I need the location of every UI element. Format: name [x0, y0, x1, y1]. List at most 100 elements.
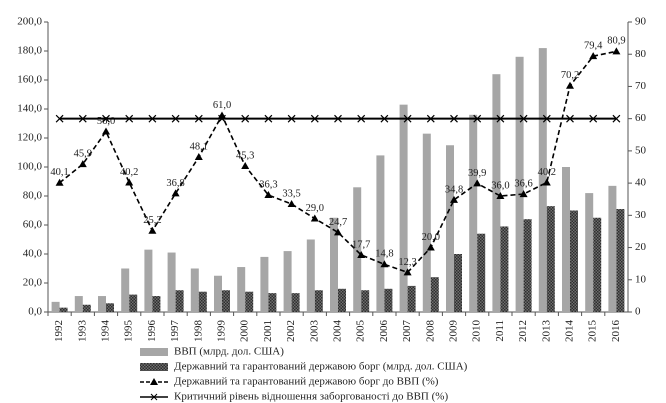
data-label: 40,2 [538, 167, 556, 178]
y2-tick-label: 70 [635, 80, 647, 92]
y-tick-label: 60,0 [23, 219, 43, 231]
data-label: 33,5 [282, 188, 300, 199]
data-label: 56,0 [97, 116, 115, 127]
bar [608, 185, 617, 312]
data-label: 14,8 [375, 249, 393, 260]
y2-tick-label: 90 [635, 16, 647, 28]
data-label: 20,0 [422, 232, 440, 243]
x-tick-label: 1994 [100, 320, 112, 343]
y2-tick-label: 30 [635, 209, 647, 221]
marker [612, 47, 621, 55]
y2-tick-label: 0 [635, 306, 641, 318]
bar [562, 167, 570, 312]
x-tick-label: 2012 [517, 320, 529, 342]
bar [222, 290, 230, 312]
marker [380, 114, 389, 123]
y-tick-label: 140,0 [17, 103, 42, 115]
bar [477, 233, 486, 312]
y-tick-label: 100,0 [17, 161, 42, 173]
marker [473, 114, 482, 123]
y-tick-label: 40,0 [23, 248, 43, 260]
bar [291, 293, 300, 312]
y2-tick-label: 40 [635, 177, 647, 189]
data-label: 40,2 [120, 167, 138, 178]
bar [546, 206, 555, 312]
x-tick-label: 2008 [424, 320, 436, 343]
marker [380, 260, 389, 268]
data-label: 79,4 [584, 41, 603, 52]
marker [78, 160, 87, 168]
data-label: 17,7 [352, 239, 370, 250]
legend-label: Критичний рівень відношення заборгованос… [174, 391, 448, 403]
marker [171, 189, 180, 197]
data-label: 39,9 [468, 168, 486, 179]
data-label: 70,2 [561, 70, 579, 81]
bar [500, 226, 509, 312]
marker [241, 114, 250, 123]
x-tick-label: 1999 [216, 320, 228, 343]
bar [376, 155, 385, 312]
bar [469, 114, 478, 312]
marker [287, 200, 296, 208]
legend-label: Державний та гарантований державою борг … [174, 361, 468, 373]
y-tick-label: 160,0 [17, 74, 42, 86]
bar [593, 217, 602, 312]
bar [384, 288, 393, 312]
x-tick-label: 2014 [564, 320, 576, 343]
line [59, 50, 617, 274]
legend-swatch [140, 363, 168, 371]
marker [566, 81, 574, 89]
x-tick-label: 2009 [448, 320, 460, 343]
x-tick-label: 1998 [192, 320, 204, 343]
bar [260, 256, 269, 312]
marker [450, 195, 458, 203]
y-tick-label: 120,0 [17, 132, 42, 144]
x-tick-label: 2005 [355, 320, 367, 343]
data-label: 40,1 [50, 167, 68, 178]
bar [361, 290, 370, 312]
marker [148, 114, 157, 123]
marker [334, 228, 342, 236]
y-tick-label: 0,0 [28, 306, 42, 318]
marker [589, 52, 598, 60]
marker [78, 114, 87, 123]
data-label: 34,8 [445, 184, 463, 195]
x-tick-label: 2006 [378, 320, 390, 343]
marker [194, 114, 203, 123]
x-tick-label: 2015 [587, 320, 599, 343]
data-label: 80,9 [607, 36, 625, 47]
bar [245, 291, 254, 312]
marker [542, 178, 551, 186]
bar [616, 209, 625, 312]
x-tick-label: 2001 [262, 320, 274, 342]
y2-tick-label: 80 [635, 48, 647, 60]
marker [310, 214, 319, 222]
marker [519, 114, 528, 123]
y-tick-label: 200,0 [17, 16, 42, 28]
marker [194, 153, 203, 161]
marker [310, 114, 319, 123]
bar [330, 217, 338, 312]
marker [612, 114, 621, 123]
bar [314, 290, 323, 312]
marker [473, 179, 482, 187]
legend-swatch [140, 348, 168, 356]
x-tick-label: 2002 [285, 320, 297, 342]
marker [102, 114, 110, 123]
legend-label: Державний та гарантований державою борг … [174, 376, 439, 388]
data-label: 12,3 [398, 257, 416, 268]
x-tick-label: 1992 [53, 320, 65, 342]
marker [589, 114, 598, 123]
marker [357, 250, 366, 258]
legend-label: ВВП (млрд. дол. США) [174, 346, 284, 358]
data-label: 36,6 [514, 178, 532, 189]
x-tick-label: 2010 [471, 320, 483, 343]
bar [407, 285, 416, 312]
bar [283, 251, 292, 312]
bar [152, 296, 161, 312]
bar [306, 239, 315, 312]
x-tick-label: 1995 [123, 320, 135, 343]
marker [403, 268, 412, 276]
data-label: 29,0 [306, 203, 324, 214]
marker [519, 190, 528, 198]
